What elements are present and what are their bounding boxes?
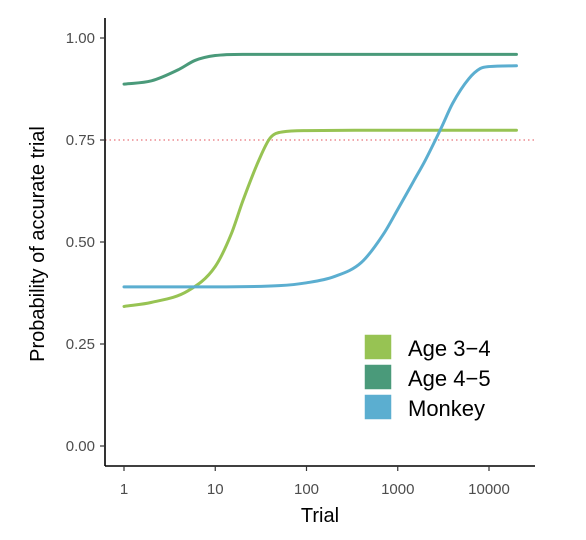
legend-label: Age 4−5 — [408, 366, 491, 391]
legend-key — [363, 363, 393, 391]
legend-key — [363, 393, 393, 421]
x-tick-label: 100 — [294, 481, 319, 498]
legend-key — [363, 333, 393, 361]
legend-label: Age 3−4 — [408, 336, 491, 361]
x-axis-title: Trial — [301, 505, 339, 527]
series-line-age-3-4 — [122, 128, 518, 308]
y-tick-label: 1.00 — [66, 30, 95, 47]
x-tick-label: 10 — [207, 481, 224, 498]
y-axis-title: Probability of accurate trial — [27, 126, 49, 362]
y-tick-label: 0.00 — [66, 438, 95, 455]
legend-label: Monkey — [408, 396, 485, 421]
x-tick-label: 1000 — [381, 481, 414, 498]
x-tick-label: 10000 — [468, 481, 510, 498]
series-line-monkey — [122, 64, 518, 289]
legend-item-monkey: Monkey — [363, 393, 485, 421]
y-tick-label: 0.50 — [66, 234, 95, 251]
series-line-age-4-5 — [122, 52, 518, 86]
legend-item-age-4-5: Age 4−5 — [363, 363, 491, 391]
y-tick-label: 0.75 — [66, 132, 95, 149]
y-tick-label: 0.25 — [66, 336, 95, 353]
legend-item-age-3-4: Age 3−4 — [363, 333, 491, 361]
x-tick-label: 1 — [120, 481, 128, 498]
